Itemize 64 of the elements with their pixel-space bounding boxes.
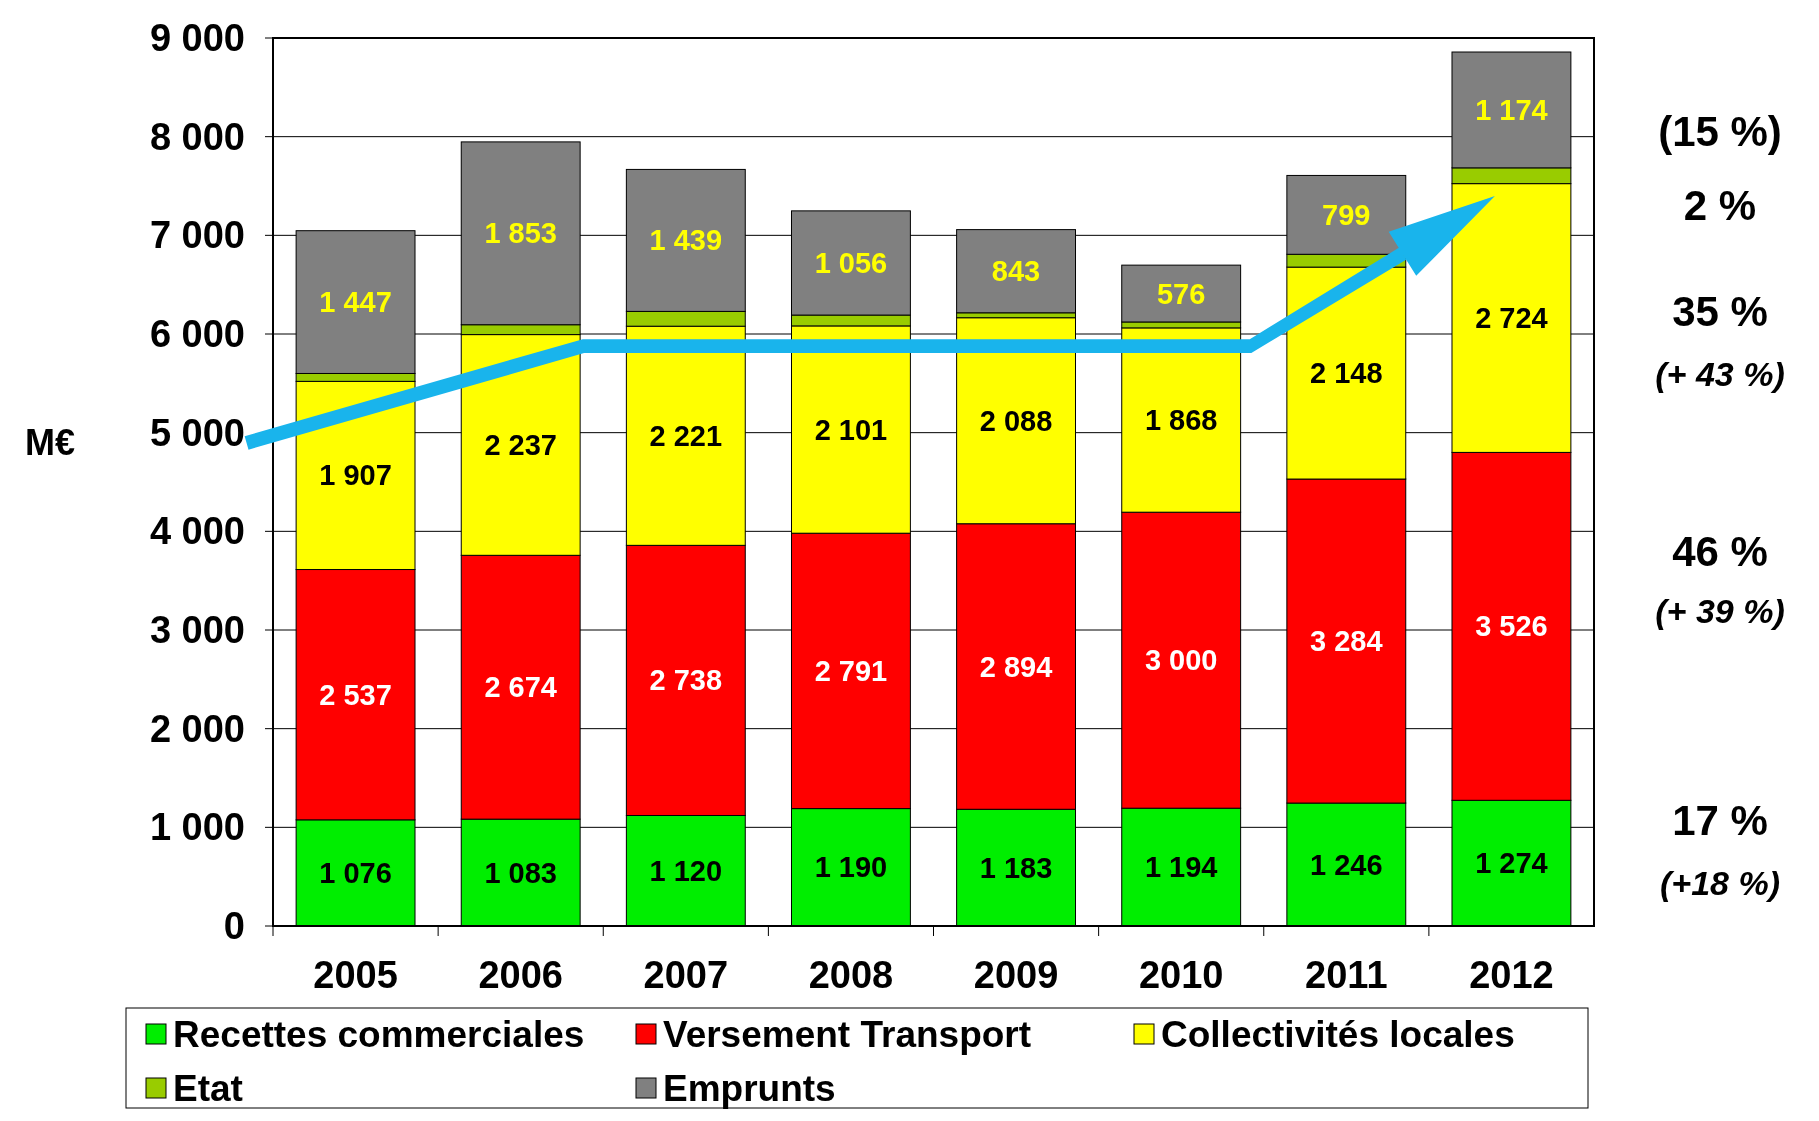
data-label: 2 537 (319, 678, 392, 711)
text: 35 % (1672, 288, 1768, 335)
text: 2 % (1683, 182, 1757, 229)
x-tick-label: 2010 (1138, 954, 1224, 996)
data-label: 3 000 (1144, 644, 1218, 677)
text: (15 %) (1658, 108, 1782, 155)
text: 17 % (1672, 797, 1768, 844)
data-label: 1 868 (1144, 404, 1218, 437)
y-tick-label: 7 000 (149, 214, 245, 257)
data-label: 1 447 (319, 286, 392, 319)
data-label: 1 246 (1310, 848, 1383, 881)
data-label: 2 894 (979, 650, 1053, 683)
legend-label: Versement Transport (663, 1014, 1032, 1055)
data-label: 1 190 (814, 851, 888, 884)
y-tick-label: 5 000 (149, 411, 245, 454)
x-tick-label: 2007 (643, 954, 729, 996)
data-label: 2 738 (649, 664, 723, 697)
y-tick-label: 8 000 (149, 115, 245, 158)
legend-label: Emprunts (663, 1068, 836, 1109)
data-label: 1 907 (319, 459, 392, 492)
x-tick-label: 2005 (313, 954, 398, 996)
x-tick-label: 2009 (973, 954, 1059, 996)
data-label: 576 (1156, 277, 1206, 310)
data-label: 3 526 (1475, 610, 1548, 643)
data-label: 3 284 (1310, 625, 1383, 658)
data-label: 799 (1322, 198, 1371, 231)
text: 46 % (1672, 528, 1768, 575)
data-label: 2 237 (484, 428, 557, 461)
y-tick-label: 2 000 (149, 707, 245, 750)
data-label: 2 674 (484, 671, 557, 704)
data-label: 2 791 (814, 654, 888, 687)
data-label: 1 853 (484, 217, 557, 250)
data-label: 1 056 (814, 246, 888, 279)
data-label: 2 101 (814, 413, 888, 446)
x-tick-label: 2006 (478, 954, 563, 996)
text: (+ 39 %) (1655, 592, 1785, 630)
y-tick-label: 9 000 (149, 17, 245, 59)
data-label: 2 724 (1475, 302, 1548, 335)
data-label: 2 148 (1310, 357, 1383, 390)
y-tick-label: 3 000 (149, 609, 245, 651)
data-label: 1 083 (484, 856, 557, 889)
y-tick-label: 1 000 (149, 806, 245, 849)
data-label: 1 274 (1475, 847, 1548, 880)
data-label: 2 088 (979, 404, 1053, 437)
y-tick-label: 0 (223, 905, 245, 947)
data-label: 2 221 (649, 419, 723, 452)
data-label: 1 120 (649, 854, 723, 887)
y-tick-label: 6 000 (149, 313, 245, 355)
x-tick-label: 2012 (1469, 954, 1554, 996)
x-tick-label: 2011 (1305, 954, 1388, 996)
legend-label: Etat (173, 1068, 243, 1109)
x-tick-label: 2008 (808, 954, 894, 996)
y-tick-label: 4 000 (149, 510, 245, 553)
data-label: 1 439 (649, 224, 723, 257)
text: (+18 %) (1660, 864, 1780, 902)
legend-label: Collectivités locales (1161, 1014, 1515, 1055)
data-label: 1 174 (1475, 93, 1548, 126)
data-label: 843 (991, 255, 1041, 288)
data-label: 1 183 (979, 851, 1053, 884)
text: (+ 43 %) (1655, 355, 1785, 393)
data-label: 1 194 (1144, 851, 1218, 884)
data-label: 1 076 (319, 856, 392, 889)
y-axis-title: M€ (24, 422, 76, 463)
legend-label: Recettes commerciales (173, 1014, 585, 1055)
